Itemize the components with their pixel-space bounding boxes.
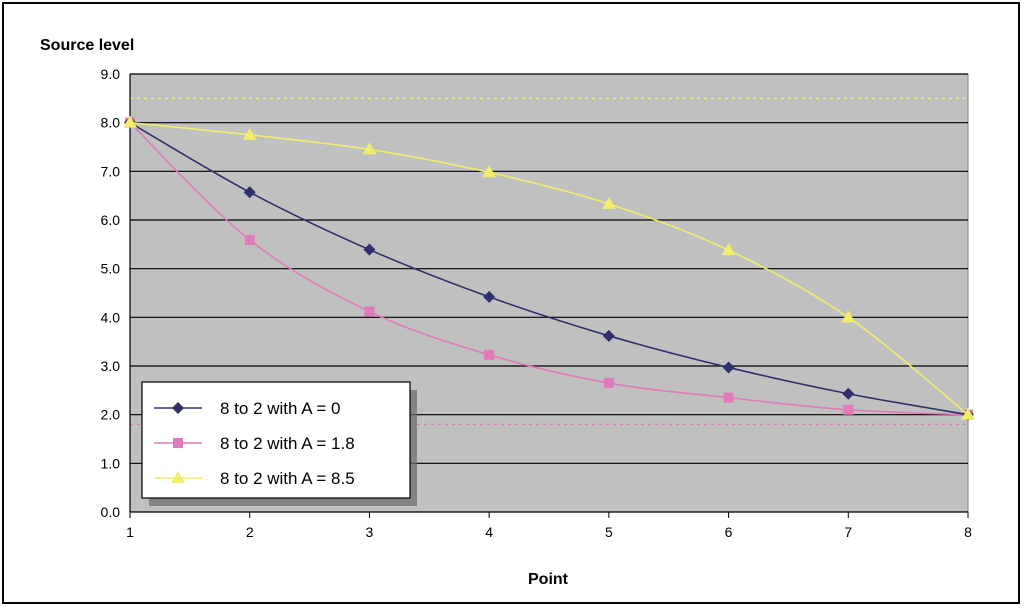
data-point (601, 196, 616, 209)
data-point (721, 243, 736, 256)
legend-label: 8 to 2 with A = 8.5 (220, 469, 355, 488)
x-tick-label: 3 (366, 524, 374, 540)
x-axis-label: Point (528, 571, 569, 588)
data-point (603, 378, 614, 389)
y-tick-label: 3.0 (101, 358, 121, 374)
data-point (961, 407, 975, 420)
x-tick-label: 4 (485, 524, 493, 540)
data-point (483, 290, 496, 303)
data-point (243, 186, 256, 199)
x-tick-label: 7 (844, 524, 852, 540)
y-tick-label: 9.0 (101, 66, 121, 82)
y-tick-label: 5.0 (101, 261, 121, 277)
legend-label: 8 to 2 with A = 1.8 (220, 434, 355, 453)
data-point (842, 387, 855, 400)
x-tick-label: 2 (246, 524, 254, 540)
y-tick-label: 4.0 (101, 309, 121, 325)
y-tick-label: 6.0 (101, 212, 121, 228)
data-point (123, 115, 137, 128)
legend-marker (172, 402, 184, 414)
data-point (722, 361, 735, 374)
y-tick-label: 7.0 (101, 163, 121, 179)
data-point (602, 329, 615, 342)
data-point (363, 243, 376, 256)
data-point (244, 234, 255, 245)
data-point (484, 349, 495, 360)
y-tick-label: 1.0 (101, 455, 121, 471)
x-tick-label: 1 (126, 524, 134, 540)
series-line (129, 121, 969, 416)
data-point (362, 142, 377, 155)
data-point (242, 127, 257, 140)
legend-marker (171, 471, 185, 483)
data-point (843, 404, 854, 415)
y-axis-label: Source level (40, 37, 134, 54)
data-point (723, 392, 734, 403)
data-point (482, 165, 497, 178)
legend-marker (173, 438, 183, 448)
x-tick-label: 6 (725, 524, 733, 540)
y-tick-label: 8.0 (101, 115, 121, 131)
y-tick-label: 0.0 (101, 504, 121, 520)
legend-label: 8 to 2 with A = 0 (220, 399, 341, 418)
y-tick-label: 2.0 (101, 407, 121, 423)
data-point (364, 306, 375, 317)
x-tick-label: 8 (964, 524, 972, 540)
data-point (841, 310, 856, 323)
x-tick-label: 5 (605, 524, 613, 540)
